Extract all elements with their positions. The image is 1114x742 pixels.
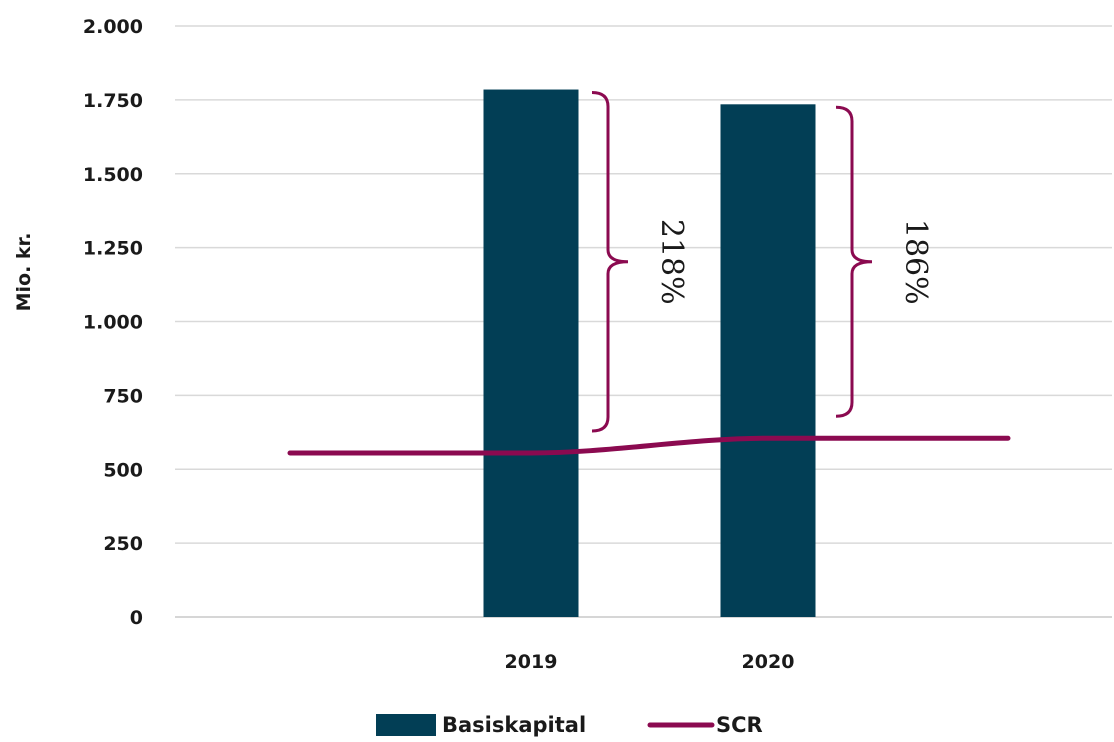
bracket-2019	[591, 91, 629, 433]
bar-basiskapital-2020	[720, 104, 816, 618]
y-tick-label: 1.500	[83, 164, 143, 186]
ratio-brackets: 218% 186%	[591, 91, 933, 433]
y-tick-label: 1.750	[83, 90, 143, 112]
y-tick-label: 500	[103, 459, 143, 481]
x-tick-label: 2019	[505, 651, 558, 673]
bars	[483, 89, 816, 618]
bracket-2020	[835, 105, 873, 418]
scr-line	[287, 435, 1011, 456]
x-axis-ticks: 2019 2020	[505, 651, 795, 673]
y-tick-label: 0	[130, 607, 143, 629]
y-axis-ticks: 0 250 500 750 1.000 1.250 1.500 1.750 2.000	[83, 16, 143, 629]
y-axis-label: Mio. kr.	[13, 233, 35, 312]
legend-label-basiskapital: Basiskapital	[442, 713, 586, 737]
scr-line-group	[287, 435, 1011, 456]
y-tick-label: 2.000	[83, 16, 143, 38]
legend-label-scr: SCR	[716, 713, 763, 737]
ratio-label-2019: 218%	[654, 219, 689, 305]
y-tick-label: 250	[103, 533, 143, 555]
y-tick-label: 1.250	[83, 238, 143, 260]
x-tick-label: 2020	[742, 651, 795, 673]
gridlines	[175, 25, 1112, 618]
y-tick-label: 750	[103, 385, 143, 407]
ratio-label-2020: 186%	[898, 219, 933, 305]
legend-swatch-basiskapital	[376, 714, 436, 736]
y-tick-label: 1.000	[83, 312, 143, 334]
legend: Basiskapital SCR	[376, 713, 763, 737]
bar-basiskapital-2019	[483, 89, 579, 618]
